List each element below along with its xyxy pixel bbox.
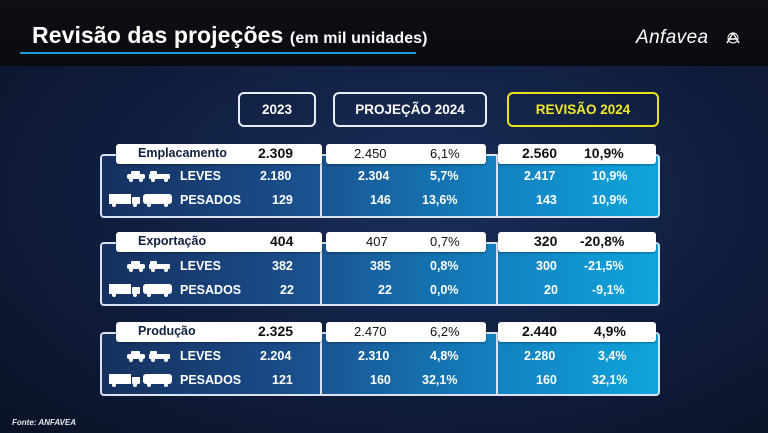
total-projecao: 407 (366, 234, 388, 249)
pesados-projecao: 146 (370, 193, 391, 207)
leves-projecao-pct: 0,8% (430, 259, 459, 273)
total-2023: 2.325 (258, 323, 294, 339)
leves-2023: 2.180 (260, 169, 292, 183)
total-2023: 404 (270, 233, 294, 249)
pesados-projecao: 22 (378, 283, 392, 297)
leves-revisao-pct: 10,9% (592, 169, 628, 183)
total-bar-projecao: 407 0,7% (326, 232, 486, 252)
total-revisao-pct: -20,8% (580, 233, 625, 249)
column-header-revisao-2024: REVISÃO 2024 (507, 92, 659, 127)
total-revisao: 2.560 (522, 145, 558, 161)
truck-bus-icon (108, 372, 174, 393)
title-main: Revisão das projeções (32, 22, 284, 48)
pesados-projecao-pct: 13,6% (422, 193, 458, 207)
pesados-revisao: 143 (536, 193, 557, 207)
pesados-revisao: 160 (536, 373, 557, 387)
column-header-2023-label: 2023 (261, 102, 293, 117)
source-footer: Fonte: ANFAVEA (12, 418, 76, 427)
anfavea-logo-text: Anfavea (636, 27, 709, 48)
car-pickup-icon (126, 259, 172, 278)
pesados-revisao: 20 (544, 283, 558, 297)
pesados-projecao-pct: 0,0% (430, 283, 459, 297)
total-revisao: 2.440 (522, 323, 558, 339)
total-bar-2023: Exportação 404 (116, 232, 322, 252)
pesados-revisao-pct: 10,9% (592, 193, 628, 207)
column-header-revisao-2024-label: REVISÃO 2024 (535, 102, 631, 117)
column-separator (320, 334, 322, 394)
block-frame (100, 154, 660, 218)
leves-projecao: 385 (370, 259, 391, 273)
total-bar-revisao: 2.560 10,9% (498, 144, 656, 164)
total-2023: 2.309 (258, 145, 294, 161)
title-bar (0, 0, 768, 66)
leves-revisao: 300 (536, 259, 557, 273)
pesados-label: PESADOS (180, 283, 242, 297)
truck-bus-icon (108, 192, 174, 213)
leves-label: LEVES (180, 169, 221, 183)
leves-revisao: 2.417 (524, 169, 556, 183)
column-separator (496, 244, 498, 304)
pesados-label: PESADOS (180, 193, 242, 207)
truck-bus-icon (108, 282, 174, 303)
column-header-projecao-2024-label: PROJEÇÃO 2024 (355, 102, 465, 117)
leves-label: LEVES (180, 259, 221, 273)
total-projecao-pct: 6,1% (430, 146, 460, 161)
total-revisao: 320 (534, 233, 558, 249)
column-separator (320, 156, 322, 216)
car-pickup-icon (126, 349, 172, 368)
block-label: Exportação (138, 234, 207, 248)
total-revisao-pct: 10,9% (584, 145, 624, 161)
total-bar-revisao: 2.440 4,9% (498, 322, 656, 342)
leves-projecao-pct: 4,8% (430, 349, 459, 363)
leves-projecao: 2.304 (358, 169, 390, 183)
leves-projecao: 2.310 (358, 349, 390, 363)
pesados-2023: 22 (280, 283, 294, 297)
total-projecao: 2.470 (354, 324, 387, 339)
pesados-revisao-pct: 32,1% (592, 373, 628, 387)
anfavea-logo-icon (726, 31, 740, 44)
pesados-projecao-pct: 32,1% (422, 373, 458, 387)
page-title: Revisão das projeções (em mil unidades) (32, 22, 428, 49)
total-projecao: 2.450 (354, 146, 387, 161)
column-separator (496, 334, 498, 394)
block-label: Emplacamento (138, 146, 227, 160)
column-header-projecao-2024: PROJEÇÃO 2024 (333, 92, 487, 127)
leves-2023: 2.204 (260, 349, 292, 363)
leves-label: LEVES (180, 349, 221, 363)
leves-revisao-pct: -21,5% (584, 259, 624, 273)
car-pickup-icon (126, 169, 172, 188)
title-underline (20, 52, 416, 54)
pesados-revisao-pct: -9,1% (592, 283, 625, 297)
block-label: Produção (138, 324, 196, 338)
column-separator (320, 244, 322, 304)
title-subtitle: (em mil unidades) (289, 30, 428, 47)
leves-2023: 382 (272, 259, 293, 273)
total-bar-2023: Produção 2.325 (116, 322, 322, 342)
total-revisao-pct: 4,9% (594, 323, 626, 339)
pesados-2023: 129 (272, 193, 293, 207)
total-projecao-pct: 0,7% (430, 234, 460, 249)
column-header-2023: 2023 (238, 92, 316, 127)
pesados-projecao: 160 (370, 373, 391, 387)
total-projecao-pct: 6,2% (430, 324, 460, 339)
leves-revisao-pct: 3,4% (598, 349, 627, 363)
column-separator (496, 156, 498, 216)
leves-revisao: 2.280 (524, 349, 556, 363)
total-bar-projecao: 2.450 6,1% (326, 144, 486, 164)
pesados-label: PESADOS (180, 373, 242, 387)
total-bar-revisao: 320 -20,8% (498, 232, 656, 252)
pesados-2023: 121 (272, 373, 293, 387)
total-bar-2023: Emplacamento 2.309 (116, 144, 322, 164)
total-bar-projecao: 2.470 6,2% (326, 322, 486, 342)
leves-projecao-pct: 5,7% (430, 169, 459, 183)
